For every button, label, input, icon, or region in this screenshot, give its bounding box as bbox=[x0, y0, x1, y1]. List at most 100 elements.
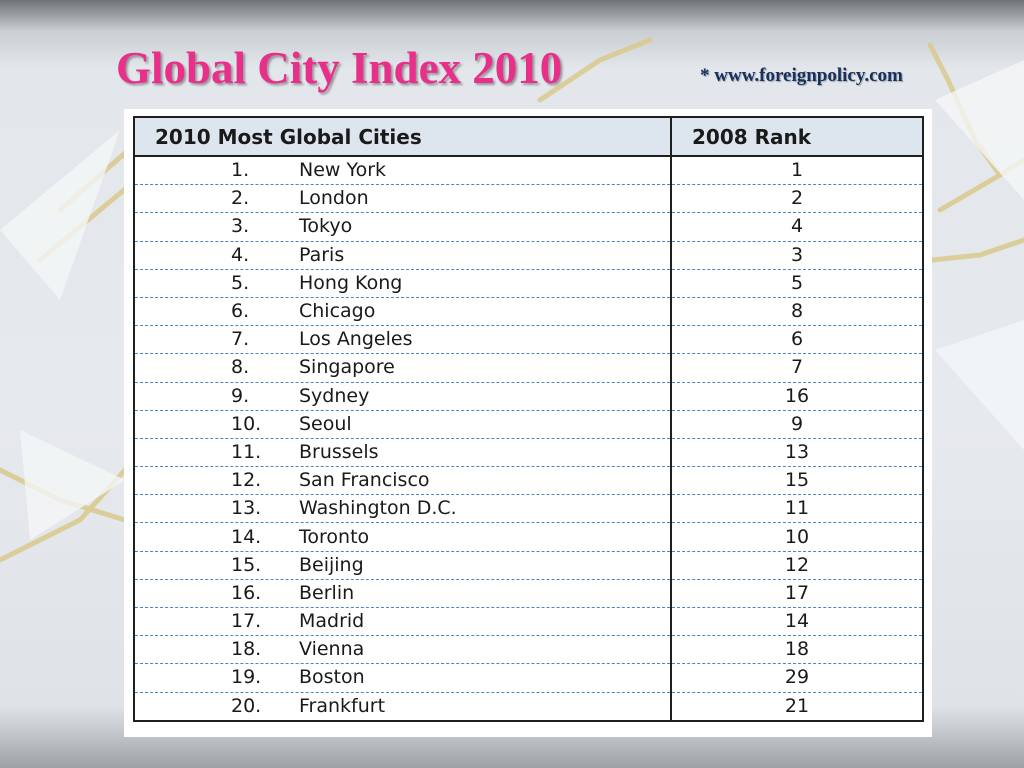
table-row: 6. Chicago 8 bbox=[133, 297, 924, 327]
table-row: 20. Frankfurt 21 bbox=[133, 692, 924, 722]
table-row: 5. Hong Kong 5 bbox=[133, 269, 924, 298]
city-name: New York bbox=[299, 159, 387, 182]
rank-2010-number: 14. bbox=[231, 525, 262, 548]
rank-2008-cell: 11 bbox=[670, 494, 924, 524]
city-cell: 12. San Francisco bbox=[133, 466, 672, 496]
rank-2008-cell: 14 bbox=[670, 607, 924, 637]
city-name: San Francisco bbox=[299, 469, 430, 492]
city-name: Brussels bbox=[299, 440, 379, 463]
rank-2008-cell: 21 bbox=[670, 692, 924, 722]
table-row: 7. Los Angeles 6 bbox=[133, 325, 924, 355]
rank-2010-number: 17. bbox=[231, 610, 262, 633]
city-name: Sydney bbox=[299, 384, 370, 407]
city-cell: 4. Paris bbox=[133, 241, 672, 270]
city-name: Frankfurt bbox=[299, 694, 386, 717]
city-name: Beijing bbox=[299, 553, 364, 576]
city-cell: 8. Singapore bbox=[133, 353, 672, 383]
rank-2008-cell: 12 bbox=[670, 551, 924, 580]
slide-title: Global City Index 2010 bbox=[116, 43, 563, 93]
table-header-row: 2010 Most Global Cities 2008 Rank bbox=[133, 116, 924, 157]
city-name: Berlin bbox=[299, 581, 355, 604]
rank-2010-number: 6. bbox=[231, 300, 250, 323]
city-name: Singapore bbox=[299, 356, 395, 379]
rank-2008-cell: 5 bbox=[670, 269, 924, 298]
table-row: 11. Brussels 13 bbox=[133, 438, 924, 468]
city-cell: 16. Berlin bbox=[133, 579, 672, 609]
table-row: 13. Washington D.C. 11 bbox=[133, 494, 924, 524]
table-row: 18. Vienna 18 bbox=[133, 635, 924, 665]
rank-2008-cell: 6 bbox=[670, 325, 924, 355]
rank-2008-cell: 15 bbox=[670, 466, 924, 496]
rank-2010-number: 13. bbox=[231, 497, 262, 520]
header-2008-rank: 2008 Rank bbox=[670, 116, 924, 157]
city-name: Chicago bbox=[299, 300, 376, 323]
city-name: Tokyo bbox=[299, 215, 353, 238]
rank-2008-cell: 1 bbox=[670, 156, 924, 186]
rank-2010-number: 10. bbox=[231, 412, 262, 435]
table-row: 17. Madrid 14 bbox=[133, 607, 924, 637]
rank-2010-number: 16. bbox=[231, 581, 262, 604]
table-row: 10. Seoul 9 bbox=[133, 410, 924, 439]
rank-2010-number: 19. bbox=[231, 666, 262, 689]
rank-2010-number: 15. bbox=[231, 553, 262, 576]
city-name: Madrid bbox=[299, 610, 365, 633]
rank-2008-cell: 4 bbox=[670, 212, 924, 242]
table-row: 2. London 2 bbox=[133, 184, 924, 214]
city-cell: 1. New York bbox=[133, 156, 672, 186]
table-row: 8. Singapore 7 bbox=[133, 353, 924, 383]
rank-2010-number: 3. bbox=[231, 215, 250, 238]
city-cell: 2. London bbox=[133, 184, 672, 214]
table-row: 14. Toronto 10 bbox=[133, 522, 924, 552]
table-row: 3. Tokyo 4 bbox=[133, 212, 924, 242]
city-name: Boston bbox=[299, 666, 365, 689]
rank-2008-cell: 29 bbox=[670, 663, 924, 693]
rank-2008-cell: 7 bbox=[670, 353, 924, 383]
rank-2008-cell: 9 bbox=[670, 410, 924, 439]
city-cell: 18. Vienna bbox=[133, 635, 672, 665]
city-name: Seoul bbox=[299, 412, 352, 435]
city-cell: 11. Brussels bbox=[133, 438, 672, 468]
rank-2010-number: 8. bbox=[231, 356, 250, 379]
table-row: 1. New York 1 bbox=[133, 156, 924, 186]
rank-2008-cell: 13 bbox=[670, 438, 924, 468]
rank-2008-cell: 10 bbox=[670, 522, 924, 552]
city-name: Vienna bbox=[299, 638, 365, 661]
rank-2008-cell: 2 bbox=[670, 184, 924, 214]
rank-2010-number: 2. bbox=[231, 187, 250, 210]
source-note: * www.foreignpolicy.com bbox=[700, 65, 903, 86]
table-panel: 2010 Most Global Cities 2008 Rank 1. New … bbox=[124, 109, 932, 737]
rank-2010-number: 11. bbox=[231, 440, 262, 463]
city-cell: 9. Sydney bbox=[133, 382, 672, 411]
rank-2010-number: 7. bbox=[231, 328, 250, 351]
rank-2008-cell: 16 bbox=[670, 382, 924, 411]
city-cell: 3. Tokyo bbox=[133, 212, 672, 242]
city-cell: 10. Seoul bbox=[133, 410, 672, 439]
table-row: 9. Sydney 16 bbox=[133, 382, 924, 411]
global-cities-table: 2010 Most Global Cities 2008 Rank 1. New … bbox=[133, 116, 924, 722]
rank-2010-number: 12. bbox=[231, 469, 262, 492]
rank-2008-cell: 18 bbox=[670, 635, 924, 665]
city-name: Washington D.C. bbox=[299, 497, 457, 520]
rank-2008-cell: 3 bbox=[670, 241, 924, 270]
rank-2008-cell: 8 bbox=[670, 297, 924, 327]
table-row: 12. San Francisco 15 bbox=[133, 466, 924, 496]
city-name: Los Angeles bbox=[299, 328, 413, 351]
city-cell: 5. Hong Kong bbox=[133, 269, 672, 298]
rank-2008-cell: 17 bbox=[670, 579, 924, 609]
table-row: 19. Boston 29 bbox=[133, 663, 924, 693]
rank-2010-number: 9. bbox=[231, 384, 250, 407]
rank-2010-number: 4. bbox=[231, 243, 250, 266]
rank-2010-number: 5. bbox=[231, 271, 250, 294]
rank-2010-number: 18. bbox=[231, 638, 262, 661]
city-name: Hong Kong bbox=[299, 271, 403, 294]
city-name: Paris bbox=[299, 243, 345, 266]
city-cell: 13. Washington D.C. bbox=[133, 494, 672, 524]
city-cell: 7. Los Angeles bbox=[133, 325, 672, 355]
city-cell: 6. Chicago bbox=[133, 297, 672, 327]
rank-2010-number: 1. bbox=[231, 159, 250, 182]
city-cell: 20. Frankfurt bbox=[133, 692, 672, 722]
table-row: 4. Paris 3 bbox=[133, 241, 924, 270]
city-cell: 14. Toronto bbox=[133, 522, 672, 552]
city-cell: 15. Beijing bbox=[133, 551, 672, 580]
